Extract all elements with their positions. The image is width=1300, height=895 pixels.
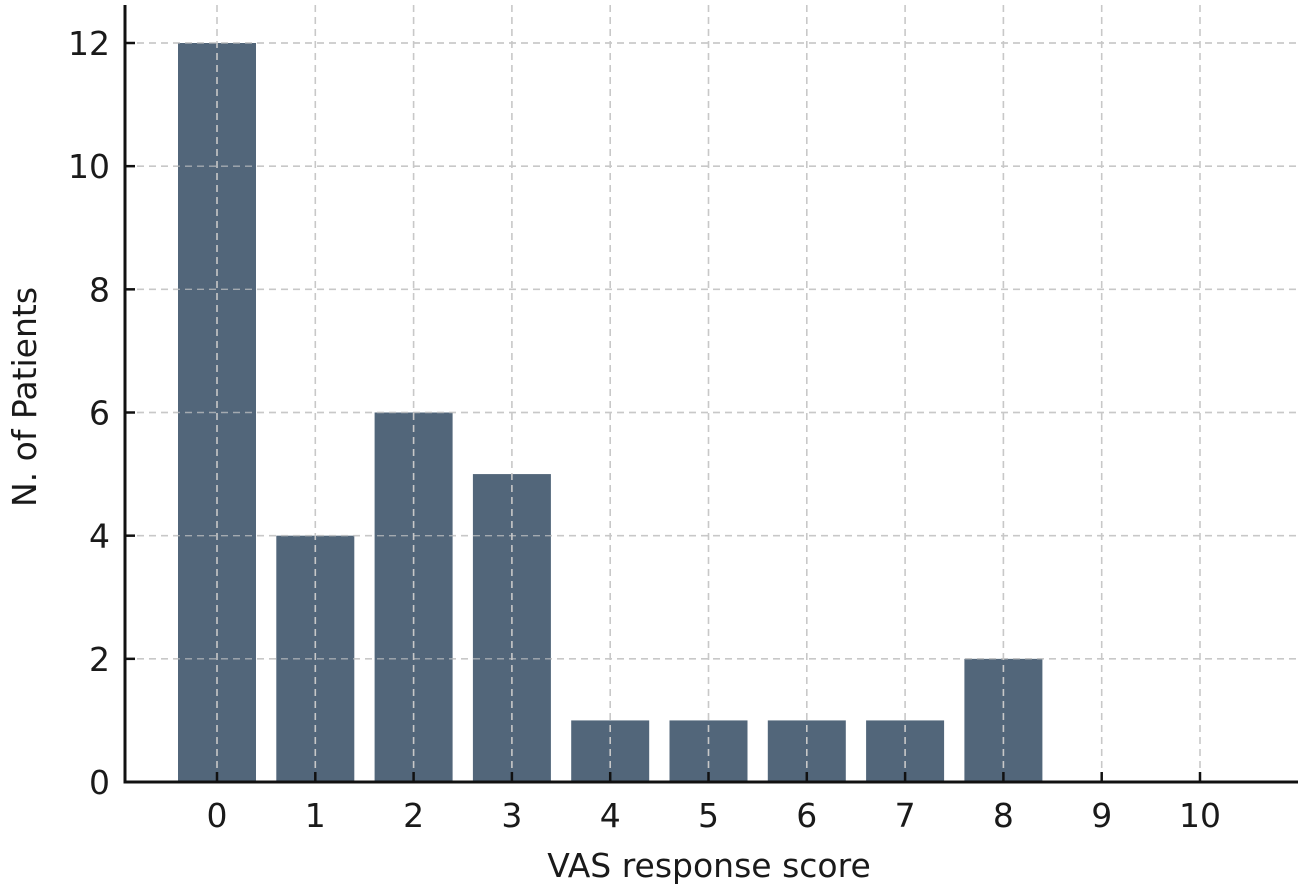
x-axis-ticks: 0 1 2 3 4 5 6 7 8 9 10: [207, 772, 1221, 835]
y-tick-label: 10: [68, 147, 110, 186]
y-axis-ticks: 0 2 4 6 8 10 12: [68, 24, 135, 802]
x-tick-label: 3: [501, 796, 522, 835]
y-tick-label: 6: [89, 394, 110, 433]
y-tick-label: 2: [89, 640, 110, 679]
x-axis-title: VAS response score: [547, 846, 871, 885]
x-tick-label: 1: [305, 796, 326, 835]
y-axis-title: N. of Patients: [5, 287, 44, 507]
y-tick-label: 4: [89, 517, 110, 556]
x-tick-label: 9: [1091, 796, 1112, 835]
x-tick-label: 8: [993, 796, 1014, 835]
y-tick-label: 8: [89, 270, 110, 309]
x-tick-label: 6: [796, 796, 817, 835]
x-tick-label: 7: [895, 796, 916, 835]
bars: [125, 5, 1298, 782]
y-tick-label: 12: [68, 24, 110, 63]
x-tick-label: 4: [600, 796, 621, 835]
x-tick-label: 2: [403, 796, 424, 835]
y-tick-label: 0: [89, 763, 110, 802]
x-tick-label: 5: [698, 796, 719, 835]
bar-3: [472, 474, 551, 782]
x-tick-label: 0: [207, 796, 228, 835]
x-tick-label: 10: [1179, 796, 1221, 835]
